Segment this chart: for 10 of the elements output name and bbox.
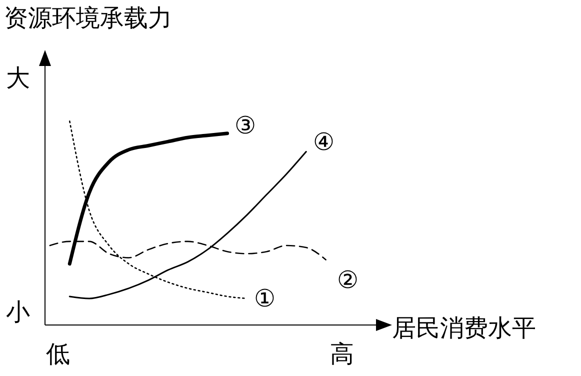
series-label: ① xyxy=(254,284,276,313)
series-label: ③ xyxy=(234,112,256,140)
series-label: ④ xyxy=(313,128,336,156)
y-axis-title: 资源环境承载力 xyxy=(4,3,172,34)
text: 小 xyxy=(6,297,30,328)
text: 低 xyxy=(46,339,70,370)
x-axis-title: 居民消费水平 xyxy=(392,313,536,344)
series-label: ② xyxy=(336,266,359,294)
text: 高 xyxy=(330,339,354,370)
text: 大 xyxy=(6,63,30,94)
